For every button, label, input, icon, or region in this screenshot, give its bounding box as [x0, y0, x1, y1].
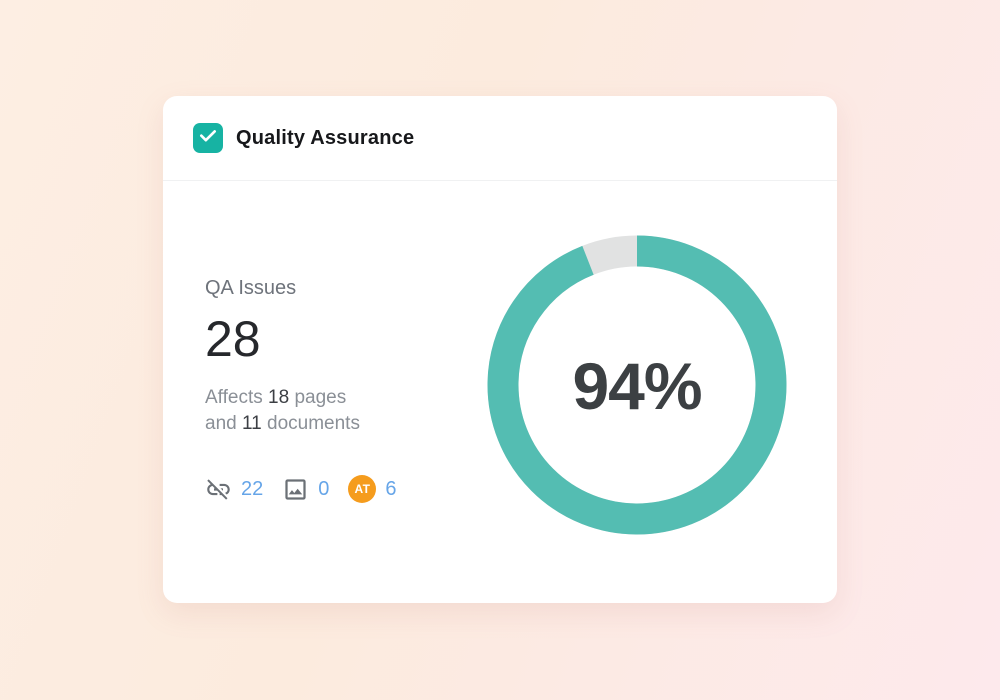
affected-documents-count: 11 — [241, 413, 262, 434]
image-issues-stat[interactable]: 0 — [282, 476, 329, 503]
card-header: Quality Assurance — [163, 96, 837, 181]
affected-pages-count: 18 — [268, 387, 290, 408]
affects-word: pages — [294, 387, 347, 408]
qa-widget-card: Quality Assurance QA Issues 28 Affects 1… — [163, 96, 837, 603]
affects-word: and — [205, 413, 237, 434]
alt-text-badge: AT — [348, 475, 377, 503]
affects-word: Affects — [205, 387, 263, 408]
donut-ring — [487, 235, 787, 535]
affects-line-1: Affects 18 pages — [205, 385, 435, 411]
donut-arc — [487, 235, 787, 535]
broken-link-icon — [207, 478, 230, 500]
qa-stats: QA Issues 28 Affects 18 pages and 11 doc… — [205, 277, 435, 503]
card-title: Quality Assurance — [236, 126, 415, 149]
card-body: QA Issues 28 Affects 18 pages and 11 doc… — [163, 181, 837, 602]
alt-text-issues-count: 6 — [385, 477, 397, 500]
qa-score-donut-chart: 94% — [487, 235, 787, 535]
broken-links-stat[interactable]: 22 — [205, 476, 263, 503]
checkmark-icon — [198, 126, 218, 151]
qa-issues-label: QA Issues — [205, 277, 297, 299]
image-icon — [285, 478, 306, 500]
affects-summary: Affects 18 pages and 11 documents — [205, 385, 435, 437]
broken-links-count: 22 — [241, 477, 264, 500]
affects-line-2: and 11 documents — [205, 411, 435, 437]
qa-score-percent: 94% — [572, 349, 702, 423]
image-issues-count: 0 — [318, 477, 330, 500]
qa-checkbox[interactable] — [193, 123, 223, 153]
affects-word: documents — [267, 413, 360, 434]
alt-text-issues-stat[interactable]: AT 6 — [348, 475, 397, 503]
issue-types-row: 22 0 AT 6 — [205, 475, 435, 503]
qa-issues-count: 28 — [205, 311, 261, 367]
